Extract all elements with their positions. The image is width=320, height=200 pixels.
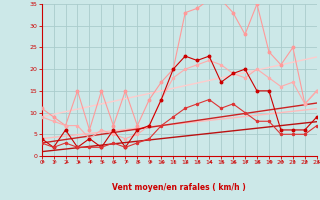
Text: Vent moyen/en rafales ( km/h ): Vent moyen/en rafales ( km/h ) xyxy=(112,183,246,192)
